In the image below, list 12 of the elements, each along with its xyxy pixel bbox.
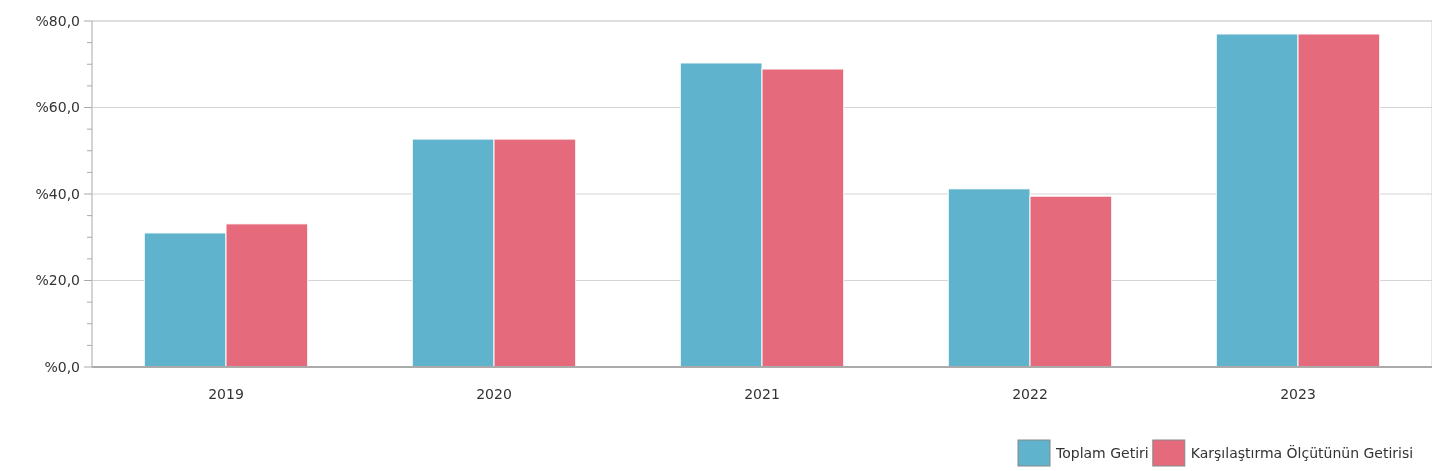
y-tick-label: %20,0 xyxy=(35,272,80,289)
legend-label: Toplam Getiri xyxy=(1055,444,1149,461)
x-tick-label: 2020 xyxy=(476,386,512,402)
x-tick-label: 2021 xyxy=(744,386,780,402)
legend-label: Karşılaştırma Ölçütünün Getirisi xyxy=(1190,443,1414,461)
x-tick-label: 2019 xyxy=(208,386,244,402)
x-tick-label: 2022 xyxy=(1012,386,1048,402)
y-tick-label: %40,0 xyxy=(35,185,80,202)
y-tick-label: %80,0 xyxy=(35,12,80,29)
x-tick-label: 2023 xyxy=(1280,386,1316,402)
y-tick-label: %0,0 xyxy=(44,358,80,375)
y-tick-label: %60,0 xyxy=(35,99,80,116)
